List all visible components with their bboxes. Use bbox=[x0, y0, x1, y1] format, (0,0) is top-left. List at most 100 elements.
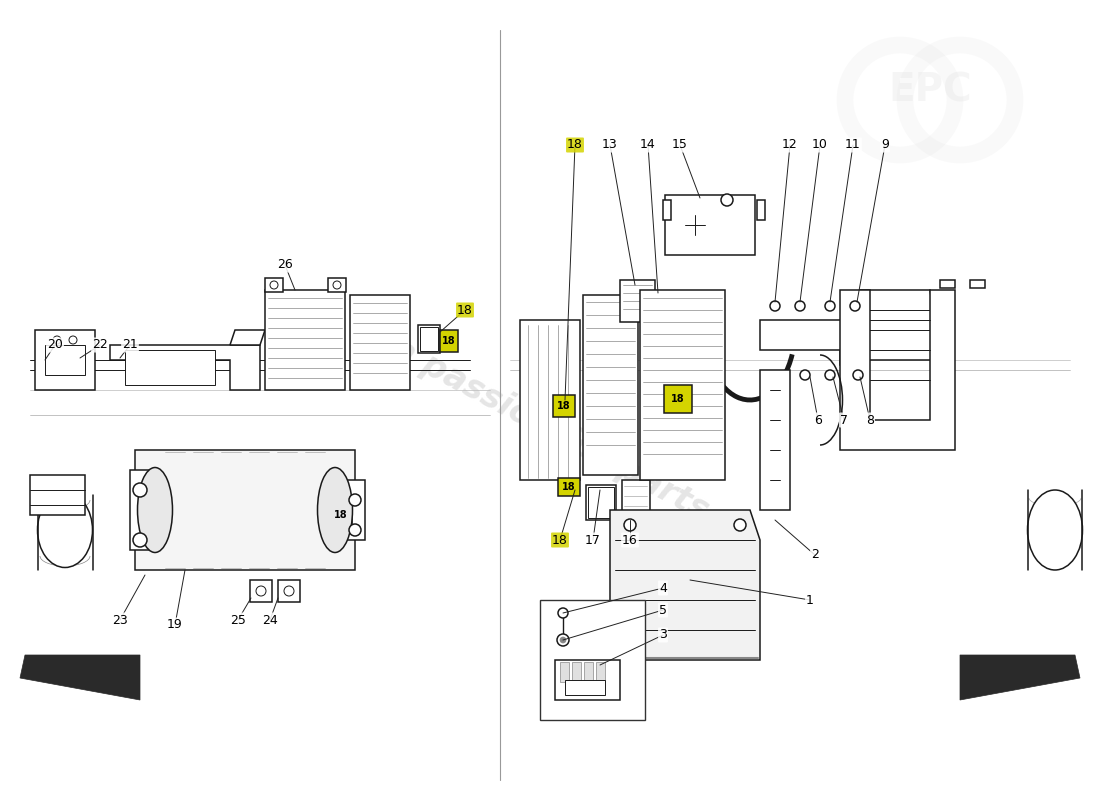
Text: 13: 13 bbox=[602, 138, 618, 151]
Bar bbox=[664, 385, 692, 413]
Circle shape bbox=[69, 336, 77, 344]
Circle shape bbox=[133, 533, 147, 547]
Polygon shape bbox=[20, 655, 140, 700]
Bar bbox=[345, 480, 365, 540]
Circle shape bbox=[349, 494, 361, 506]
Bar bbox=[596, 662, 605, 682]
Text: 8: 8 bbox=[866, 414, 874, 426]
Circle shape bbox=[800, 370, 810, 380]
Bar bbox=[540, 600, 645, 720]
Polygon shape bbox=[840, 290, 955, 450]
Polygon shape bbox=[45, 345, 85, 375]
Bar bbox=[970, 280, 985, 288]
Bar bbox=[572, 662, 581, 682]
Circle shape bbox=[557, 634, 569, 646]
Bar bbox=[565, 680, 605, 695]
Text: a passion for parts: a passion for parts bbox=[386, 332, 714, 528]
Bar bbox=[640, 290, 725, 480]
Bar bbox=[621, 480, 650, 520]
Text: 26: 26 bbox=[277, 258, 293, 271]
Bar bbox=[418, 325, 440, 353]
Bar bbox=[558, 478, 580, 496]
Text: 17: 17 bbox=[585, 534, 601, 546]
Circle shape bbox=[560, 637, 566, 643]
Bar bbox=[940, 280, 955, 288]
Text: 18: 18 bbox=[552, 534, 568, 546]
Bar bbox=[586, 485, 616, 520]
Text: 20: 20 bbox=[47, 338, 63, 351]
Circle shape bbox=[734, 519, 746, 531]
Text: 9: 9 bbox=[881, 138, 889, 151]
Bar bbox=[250, 580, 272, 602]
Text: 14: 14 bbox=[640, 138, 656, 151]
Text: 12: 12 bbox=[782, 138, 797, 151]
Ellipse shape bbox=[1027, 490, 1082, 570]
Circle shape bbox=[284, 586, 294, 596]
Circle shape bbox=[133, 483, 147, 497]
Text: 18: 18 bbox=[568, 138, 583, 151]
Bar bbox=[757, 200, 764, 220]
Ellipse shape bbox=[138, 467, 173, 553]
Text: 1: 1 bbox=[806, 594, 814, 606]
Polygon shape bbox=[610, 510, 760, 660]
Polygon shape bbox=[35, 330, 95, 390]
Text: 5: 5 bbox=[659, 603, 667, 617]
Polygon shape bbox=[860, 290, 940, 360]
Text: 18: 18 bbox=[334, 510, 348, 520]
Text: 18: 18 bbox=[671, 394, 685, 404]
Bar bbox=[420, 327, 438, 351]
Bar bbox=[560, 662, 569, 682]
Text: 18: 18 bbox=[442, 336, 455, 346]
Polygon shape bbox=[760, 370, 790, 510]
Bar bbox=[583, 295, 638, 475]
Circle shape bbox=[349, 524, 361, 536]
Bar bbox=[584, 662, 593, 682]
Bar bbox=[556, 660, 620, 700]
Text: 18: 18 bbox=[458, 303, 473, 317]
Text: 11: 11 bbox=[845, 138, 861, 151]
Text: 18: 18 bbox=[558, 401, 571, 411]
Text: 19: 19 bbox=[167, 618, 183, 631]
Circle shape bbox=[624, 519, 636, 531]
Circle shape bbox=[850, 301, 860, 311]
Circle shape bbox=[825, 370, 835, 380]
Circle shape bbox=[53, 336, 60, 344]
Bar bbox=[330, 505, 352, 525]
Ellipse shape bbox=[318, 467, 352, 553]
Bar bbox=[620, 280, 654, 322]
Text: 3: 3 bbox=[659, 629, 667, 642]
Circle shape bbox=[720, 194, 733, 206]
Text: 2: 2 bbox=[811, 549, 818, 562]
Text: 18: 18 bbox=[562, 482, 575, 492]
Text: 24: 24 bbox=[262, 614, 278, 626]
Circle shape bbox=[852, 370, 864, 380]
Bar bbox=[440, 330, 458, 352]
Text: 25: 25 bbox=[230, 614, 246, 626]
Circle shape bbox=[270, 281, 278, 289]
Polygon shape bbox=[230, 330, 265, 345]
Circle shape bbox=[770, 301, 780, 311]
Circle shape bbox=[825, 301, 835, 311]
Text: 16: 16 bbox=[623, 534, 638, 546]
Text: EPC: EPC bbox=[888, 71, 971, 109]
Text: 7: 7 bbox=[840, 414, 848, 426]
Circle shape bbox=[558, 608, 568, 618]
Bar bbox=[265, 290, 345, 390]
Bar bbox=[553, 395, 575, 417]
Bar bbox=[663, 200, 671, 220]
Polygon shape bbox=[125, 350, 214, 385]
Bar bbox=[588, 487, 614, 518]
Bar bbox=[130, 470, 150, 550]
Bar bbox=[265, 278, 283, 292]
Bar bbox=[350, 295, 410, 390]
Text: 23: 23 bbox=[112, 614, 128, 626]
Bar bbox=[666, 195, 755, 255]
Text: 6: 6 bbox=[814, 414, 822, 426]
Bar bbox=[328, 278, 346, 292]
Bar bbox=[278, 580, 300, 602]
Bar bbox=[30, 475, 85, 515]
Bar bbox=[135, 450, 355, 570]
Polygon shape bbox=[960, 655, 1080, 700]
Circle shape bbox=[333, 281, 341, 289]
Ellipse shape bbox=[37, 493, 92, 567]
